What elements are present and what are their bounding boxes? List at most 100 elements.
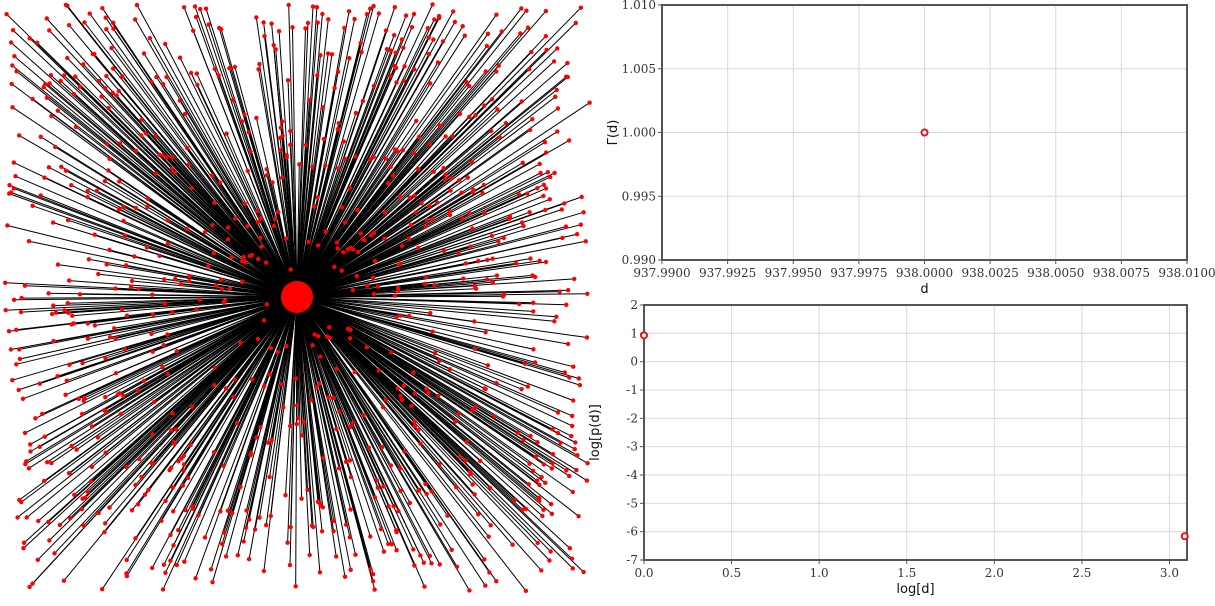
- network-edge: [296, 27, 529, 298]
- network-leaf-node: [310, 343, 315, 348]
- network-leaf-node: [541, 182, 547, 187]
- network-leaf-node: [37, 381, 42, 386]
- network-edge: [296, 259, 488, 298]
- network-leaf-node: [494, 273, 500, 278]
- network-leaf-node: [576, 376, 582, 381]
- network-leaf-node: [133, 536, 138, 541]
- network-leaf-node: [472, 319, 477, 324]
- network-leaf-node: [53, 310, 59, 315]
- network-leaf-node: [365, 283, 370, 288]
- network-leaf-node: [111, 20, 116, 25]
- network-leaf-node: [355, 208, 360, 213]
- network-leaf-node: [320, 11, 325, 17]
- network-leaf-node: [256, 256, 261, 262]
- network-leaf-node: [189, 185, 194, 191]
- network-edge: [296, 179, 460, 298]
- network-leaf-node: [412, 423, 418, 429]
- network-leaf-node: [267, 372, 273, 377]
- network-leaf-node: [432, 351, 438, 356]
- network-leaf-node: [151, 460, 156, 466]
- network-edge: [51, 115, 298, 298]
- network-leaf-node: [303, 26, 308, 31]
- network-leaf-node: [411, 370, 416, 375]
- network-leaf-node: [221, 463, 226, 468]
- network-leaf-node: [539, 568, 544, 573]
- network-leaf-node: [165, 371, 170, 377]
- network-leaf-node: [245, 168, 250, 174]
- network-leaf-node: [347, 56, 352, 61]
- network-leaf-node: [419, 201, 424, 206]
- network-leaf-node: [219, 541, 225, 547]
- network-leaf-node: [409, 403, 414, 409]
- network-leaf-node: [7, 183, 12, 188]
- network-leaf-node: [94, 188, 100, 194]
- network-edge: [296, 33, 489, 298]
- data-point: [640, 331, 648, 340]
- network-leaf-node: [371, 83, 377, 89]
- network-leaf-node: [269, 21, 274, 26]
- network-leaf-node: [360, 236, 365, 241]
- network-leaf-node: [247, 517, 252, 522]
- network-leaf-node: [221, 300, 226, 305]
- network-leaf-node: [450, 134, 455, 139]
- network-leaf-node: [271, 43, 276, 48]
- network-leaf-node: [366, 445, 371, 450]
- network-leaf-node: [48, 73, 54, 78]
- network-leaf-node: [386, 504, 391, 509]
- network-leaf-node: [165, 332, 170, 337]
- network-leaf-node: [360, 98, 366, 104]
- network-leaf-node: [305, 20, 311, 26]
- network-leaf-node: [257, 515, 262, 520]
- network-leaf-node: [278, 125, 284, 130]
- network-leaf-node: [424, 274, 429, 280]
- network-leaf-node: [391, 503, 396, 509]
- network-leaf-node: [50, 220, 56, 225]
- network-leaf-node: [494, 12, 499, 17]
- network-edge: [296, 296, 575, 450]
- network-leaf-node: [358, 40, 363, 46]
- network-leaf-node: [572, 446, 577, 452]
- network-leaf-node: [418, 553, 423, 558]
- network-leaf-node: [529, 49, 534, 55]
- network-leaf-node: [185, 145, 190, 151]
- network-edge: [296, 176, 551, 298]
- network-leaf-node: [212, 66, 217, 72]
- network-leaf-node: [238, 340, 243, 345]
- network-leaf-node: [416, 167, 421, 172]
- network-leaf-node: [169, 428, 174, 433]
- chart1-x-axis-label: d: [920, 282, 928, 297]
- network-edge: [15, 175, 298, 298]
- network-edge: [189, 275, 298, 298]
- network-leaf-node: [372, 258, 378, 264]
- network-leaf-node: [425, 26, 430, 31]
- network-leaf-node: [512, 498, 517, 503]
- network-leaf-node: [403, 13, 409, 18]
- network-edge: [24, 296, 298, 434]
- network-leaf-node: [121, 393, 126, 399]
- x-tick-label: 938.0000: [896, 266, 953, 280]
- network-leaf-node: [71, 321, 76, 326]
- network-leaf-node: [259, 244, 264, 249]
- network-leaf-node: [65, 301, 71, 306]
- network-leaf-node: [482, 557, 487, 562]
- network-edge: [199, 8, 298, 298]
- network-leaf-node: [174, 349, 180, 354]
- network-leaf-node: [400, 397, 405, 402]
- network-leaf-node: [85, 321, 91, 326]
- network-leaf-node: [299, 496, 304, 501]
- network-leaf-node: [185, 475, 191, 481]
- network-leaf-node: [412, 419, 417, 424]
- network-leaf-node: [254, 208, 260, 214]
- network-leaf-node: [483, 583, 488, 588]
- network-leaf-node: [102, 85, 108, 91]
- network-leaf-node: [368, 567, 373, 572]
- network-leaf-node: [388, 73, 393, 79]
- network-edge: [108, 169, 298, 298]
- network-edge: [296, 49, 388, 298]
- network-leaf-node: [211, 450, 217, 455]
- network-leaf-node: [171, 509, 176, 514]
- network-leaf-node: [336, 166, 341, 171]
- network-edge: [17, 296, 298, 518]
- network-leaf-node: [411, 151, 417, 156]
- network-leaf-node: [62, 308, 67, 313]
